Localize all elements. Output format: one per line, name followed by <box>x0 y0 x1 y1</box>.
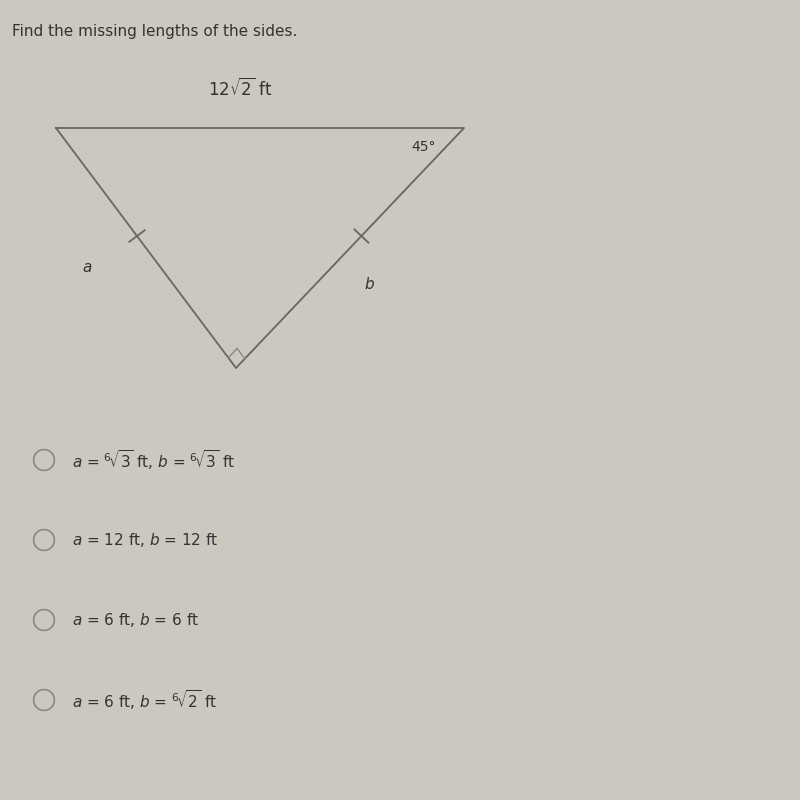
Text: $\it{a}$ = 6 ft, $\it{b}$ = $\mathregular{^{6}\!\sqrt{2}}$ ft: $\it{a}$ = 6 ft, $\it{b}$ = $\mathregula… <box>72 688 218 712</box>
Text: 45°: 45° <box>411 140 436 154</box>
Text: $b$: $b$ <box>364 276 375 292</box>
Text: $\it{a}$ = 12 ft, $\it{b}$ = 12 ft: $\it{a}$ = 12 ft, $\it{b}$ = 12 ft <box>72 531 218 549</box>
Text: $12\sqrt{2}$ ft: $12\sqrt{2}$ ft <box>207 78 273 100</box>
Text: Find the missing lengths of the sides.: Find the missing lengths of the sides. <box>12 24 298 39</box>
Text: $\it{a}$ = 6 ft, $\it{b}$ = 6 ft: $\it{a}$ = 6 ft, $\it{b}$ = 6 ft <box>72 611 199 629</box>
Text: $\it{a}$ = $\mathregular{^{6}\!\sqrt{3}}$ ft, $\it{b}$ = $\mathregular{^{6}\!\sq: $\it{a}$ = $\mathregular{^{6}\!\sqrt{3}}… <box>72 448 235 472</box>
Text: $a$: $a$ <box>82 261 92 275</box>
